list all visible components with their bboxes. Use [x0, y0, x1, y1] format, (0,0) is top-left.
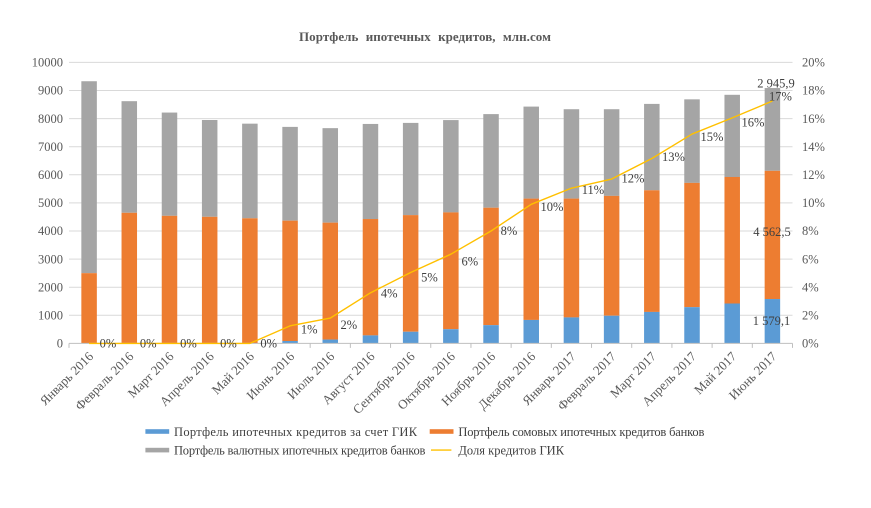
- svg-text:0%: 0%: [100, 337, 117, 351]
- svg-text:1 579,1: 1 579,1: [753, 314, 791, 328]
- svg-text:15%: 15%: [701, 130, 724, 144]
- svg-text:1%: 1%: [301, 323, 318, 337]
- svg-text:0: 0: [57, 337, 63, 351]
- svg-text:0%: 0%: [180, 337, 197, 351]
- svg-text:18%: 18%: [802, 84, 825, 98]
- svg-text:Портфель сомовых ипотечных кр: Портфель сомовых ипотечных кредитов банк…: [458, 425, 704, 439]
- svg-text:6000: 6000: [38, 168, 63, 182]
- svg-text:12%: 12%: [802, 168, 825, 182]
- svg-text:5000: 5000: [38, 196, 63, 210]
- svg-text:11%: 11%: [582, 183, 604, 197]
- svg-text:4%: 4%: [381, 287, 398, 301]
- svg-text:1000: 1000: [38, 309, 63, 323]
- svg-text:Портфель ипотечных кредитов з: Портфель ипотечных кредитов за счет ГИК: [174, 425, 418, 439]
- svg-text:4000: 4000: [38, 224, 63, 238]
- svg-text:Доля кредитов ГИК: Доля кредитов ГИК: [458, 443, 564, 457]
- svg-text:2%: 2%: [802, 309, 819, 323]
- svg-text:10%: 10%: [541, 200, 564, 214]
- svg-text:10000: 10000: [32, 56, 63, 70]
- svg-text:0%: 0%: [802, 337, 819, 351]
- svg-text:8%: 8%: [501, 224, 518, 238]
- svg-text:4 562,5: 4 562,5: [753, 225, 791, 239]
- svg-text:10%: 10%: [802, 196, 825, 210]
- svg-text:6%: 6%: [802, 252, 819, 266]
- svg-text:8%: 8%: [802, 224, 819, 238]
- svg-text:0%: 0%: [140, 337, 157, 351]
- svg-text:9000: 9000: [38, 84, 63, 98]
- svg-text:20%: 20%: [802, 56, 825, 70]
- svg-text:14%: 14%: [802, 140, 825, 154]
- svg-text:6%: 6%: [461, 254, 478, 268]
- svg-text:3000: 3000: [38, 252, 63, 266]
- svg-text:5%: 5%: [421, 271, 438, 285]
- svg-text:13%: 13%: [662, 150, 685, 164]
- svg-text:0%: 0%: [260, 337, 277, 351]
- svg-text:7000: 7000: [38, 140, 63, 154]
- svg-text:4%: 4%: [802, 280, 819, 294]
- svg-text:8000: 8000: [38, 112, 63, 126]
- svg-text:2 945,9: 2 945,9: [757, 77, 795, 91]
- svg-text:Портфель валютных ипотечных к: Портфель валютных ипотечных кредитов бан…: [174, 443, 426, 457]
- svg-text:16%: 16%: [802, 112, 825, 126]
- svg-text:17%: 17%: [769, 90, 792, 104]
- svg-text:16%: 16%: [742, 116, 765, 130]
- svg-text:2%: 2%: [340, 318, 357, 332]
- svg-text:Портфель ипотечных кредитов, м: Портфель ипотечных кредитов, млн.сом: [299, 29, 551, 44]
- svg-text:12%: 12%: [622, 171, 645, 185]
- svg-text:0%: 0%: [220, 337, 237, 351]
- svg-text:2000: 2000: [38, 280, 63, 294]
